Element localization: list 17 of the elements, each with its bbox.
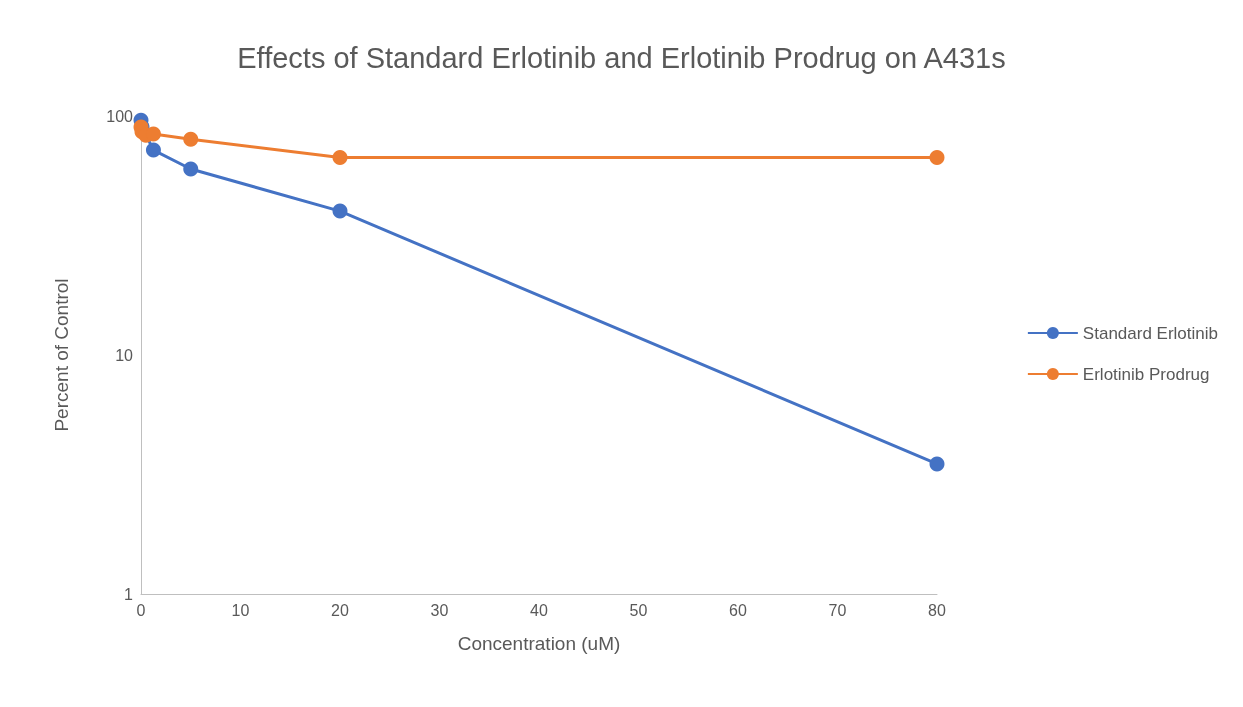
x-tick-label: 60 <box>729 601 747 619</box>
y-axis-title: Percent of Control <box>51 278 72 432</box>
chart-title: Effects of Standard Erlotinib and Erlotinib Prodrug on A431s <box>237 41 1006 74</box>
legend-label: Standard Erlotinib <box>1082 323 1218 343</box>
x-tick-label: 0 <box>136 601 146 619</box>
x-tick-label: 30 <box>430 601 449 619</box>
x-tick-label: 40 <box>530 601 548 619</box>
x-tick-label: 20 <box>331 601 349 619</box>
legend-label: Erlotinib Prodrug <box>1082 364 1210 384</box>
x-tick-label: 80 <box>928 601 946 619</box>
y-tick-label: 100 <box>106 107 134 125</box>
x-tick-label: 50 <box>629 601 648 619</box>
x-tick-label: 70 <box>828 601 847 619</box>
y-tick-label: 1 <box>124 585 134 603</box>
x-tick-label: 10 <box>231 601 250 619</box>
y-tick-label: 10 <box>115 346 134 364</box>
x-axis-title: Concentration (uM) <box>457 633 621 654</box>
